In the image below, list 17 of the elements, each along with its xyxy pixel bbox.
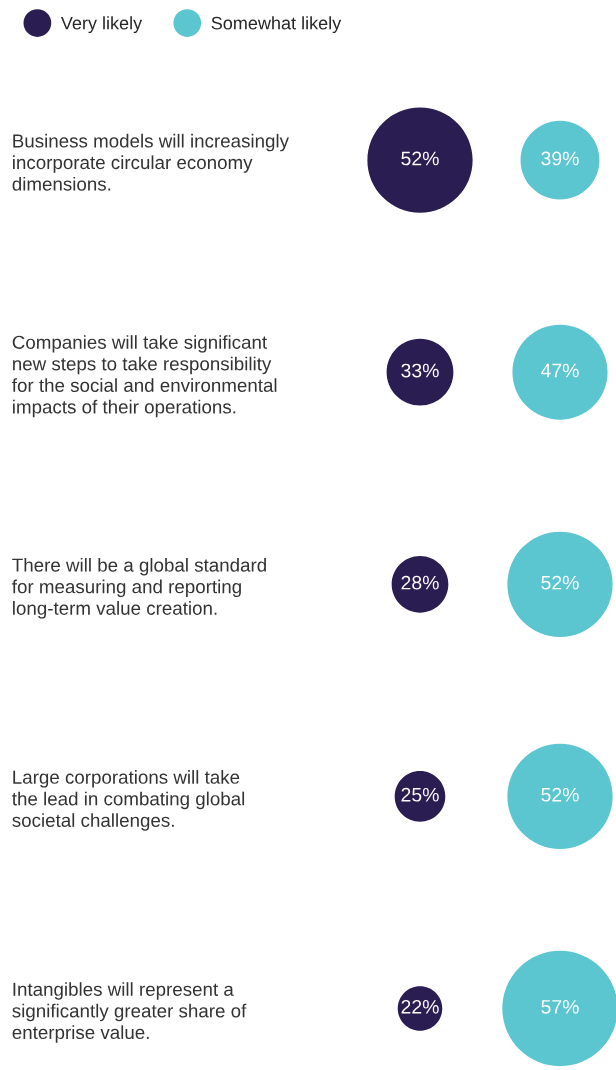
data-label: 52% <box>401 151 439 166</box>
legend-label: Very likely <box>60 16 143 34</box>
category-label: Business models will increasingly incorporate circular economy dimensions. <box>12 133 289 191</box>
data-label: 52% <box>541 575 579 590</box>
data-label: 33% <box>401 363 439 378</box>
data-label: 39% <box>541 151 579 166</box>
category-label: Large corporations will take the lead in combating global societal challenges. <box>12 770 245 831</box>
data-label: 22% <box>401 999 439 1014</box>
legend-label: Somewhat likely <box>211 16 342 34</box>
data-label: 25% <box>401 787 439 802</box>
data-label: 47% <box>540 363 579 378</box>
category-label: There will be a global standard for measuring and reporting long-term value creation. <box>12 558 266 619</box>
data-label: 28% <box>401 575 439 590</box>
category-label: Intangibles will represent a significantly greater share of enterprise value. <box>12 982 247 1043</box>
category-label: Companies will take significant new steps to take responsibility for the social and environmental impacts of their operations. <box>12 335 277 418</box>
data-label: 52% <box>541 787 579 802</box>
data-label: 57% <box>541 1000 579 1014</box>
